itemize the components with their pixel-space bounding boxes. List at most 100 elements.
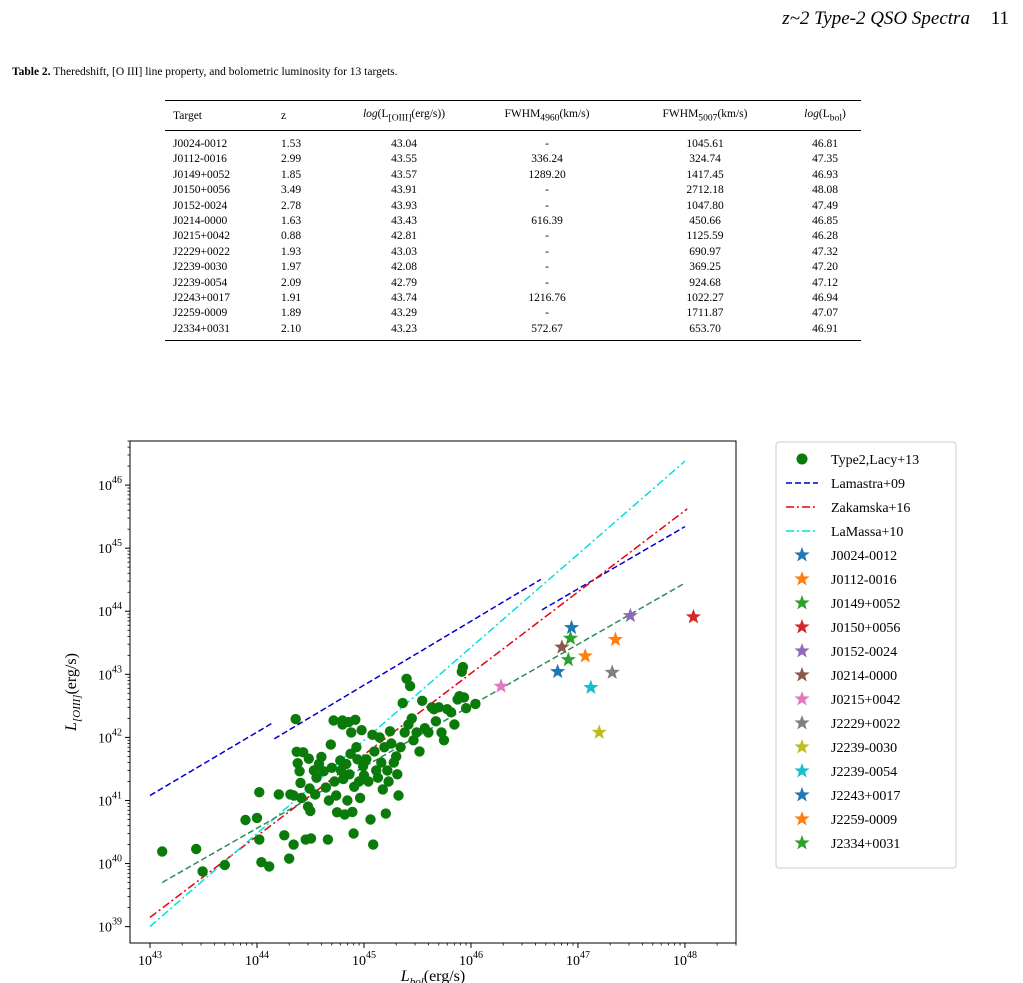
col-loiii: log(L[OIII](erg/s)): [362, 108, 446, 124]
type2-point: [393, 790, 404, 801]
table-row: J2239-0030 1.97 42.08 - 369.25 47.20: [165, 259, 861, 274]
type2-point: [351, 742, 362, 753]
y-tick-label: 1045: [98, 538, 122, 557]
legend-label: J2229+0022: [831, 717, 900, 732]
cell-loiii: 43.03: [391, 245, 417, 258]
cell-loiii: 43.23: [391, 322, 417, 335]
target-star: [607, 631, 624, 647]
type2-point: [284, 853, 295, 864]
type2-point: [460, 703, 472, 714]
type2-point: [340, 758, 352, 770]
legend: Type2,Lacy+13 Lamastra+09 Zakamska+16 LaMas…: [775, 441, 957, 869]
table-caption-text: Theredshift, [O III] line property, and …: [50, 66, 398, 78]
type2-point: [296, 792, 307, 804]
type2-point: [240, 814, 251, 826]
cell-fwhm5007: 1047.80: [686, 199, 724, 212]
cell-lbol: 47.07: [812, 307, 838, 320]
type2-point: [191, 843, 202, 855]
target-star: [493, 678, 509, 693]
cell-z: 1.53: [281, 137, 302, 150]
legend-label: J2239-0054: [831, 765, 897, 780]
target-star: [554, 639, 570, 654]
cell-fwhm4960: 1289.20: [528, 168, 566, 181]
type2-points: [157, 661, 481, 877]
type2-point: [323, 795, 335, 806]
type2-point: [311, 772, 322, 783]
type2-point: [438, 735, 450, 746]
cell-z: 1.91: [281, 291, 302, 304]
type2-point: [288, 790, 299, 801]
cell-lbol: 46.28: [812, 230, 838, 243]
cell-target: J2239-0054: [173, 276, 228, 289]
cell-lbol: 46.94: [812, 291, 838, 304]
type2-point: [342, 795, 353, 806]
type2-point: [264, 861, 275, 872]
legend-marker: [794, 643, 810, 658]
y-tick-label: 1041: [98, 791, 122, 810]
cell-lbol: 46.85: [812, 214, 838, 227]
type2-point: [372, 772, 384, 783]
cell-target: J2334+0031: [173, 322, 230, 335]
type2-point: [294, 766, 305, 777]
cell-target: J0150+0056: [173, 184, 230, 197]
cell-fwhm4960: -: [545, 230, 549, 243]
running-title: z~2 Type-2 QSO Spectra: [782, 8, 970, 29]
target-star: [583, 679, 599, 695]
type2-point: [279, 830, 290, 841]
legend-label: J0152-0024: [831, 645, 897, 660]
target-star: [685, 608, 702, 624]
y-tick-label: 1043: [98, 664, 122, 683]
col-fwhm5007: FWHM5007(km/s): [662, 108, 748, 124]
col-z: z: [281, 109, 287, 122]
cell-z: 1.93: [281, 245, 302, 258]
legend-box: [775, 441, 957, 869]
type2-point: [251, 812, 263, 824]
cell-target: J0024-0012: [173, 137, 228, 150]
cell-z: 0.88: [281, 230, 302, 243]
type2-point: [354, 792, 366, 804]
cell-lbol: 47.12: [812, 276, 838, 289]
table-row: J0215+0042 0.88 42.81 - 1125.59 46.28: [165, 229, 861, 244]
legend-marker: [794, 763, 810, 778]
type2-point: [392, 769, 403, 780]
cell-fwhm5007: 324.74: [689, 153, 721, 166]
y-tick-label: 1044: [98, 601, 122, 620]
cell-fwhm4960: -: [545, 184, 549, 197]
type2-point: [457, 661, 469, 673]
cell-lbol: 47.32: [812, 245, 838, 258]
target-star: [577, 648, 593, 663]
type2-point: [417, 695, 428, 706]
target-star: [604, 664, 620, 679]
cell-loiii: 43.91: [391, 184, 417, 197]
type2-point: [348, 828, 359, 839]
cell-loiii: 43.93: [391, 199, 417, 212]
cell-z: 2.09: [281, 276, 302, 289]
table-row: J0152-0024 2.78 43.93 - 1047.80 47.49: [165, 198, 861, 213]
legend-label: J0149+0052: [831, 597, 900, 612]
cell-fwhm4960: 616.39: [531, 214, 563, 227]
type2-point: [368, 839, 379, 850]
type2-point: [344, 769, 355, 780]
target-stars: [493, 607, 702, 739]
col-fwhm4960: FWHM4960(km/s): [504, 108, 590, 124]
legend-marker: [794, 691, 810, 706]
cell-fwhm4960: 572.67: [531, 322, 563, 335]
cell-target: J0215+0042: [173, 230, 230, 243]
cell-loiii: 43.04: [391, 137, 417, 150]
y-tick-label: 1040: [98, 854, 122, 873]
cell-loiii: 42.08: [391, 261, 417, 274]
type2-point: [433, 702, 444, 713]
x-tick-label: 1048: [673, 950, 697, 969]
cell-fwhm4960: -: [545, 245, 549, 258]
table-row: J0214-0000 1.63 43.43 616.39 450.66 46.85: [165, 213, 861, 228]
legend-marker: [796, 453, 808, 465]
type2-point: [295, 777, 306, 789]
table-header-row: Target z log(L[OIII](erg/s)) FWHM4960(km…: [165, 100, 861, 131]
type2-point: [458, 692, 470, 703]
legend-marker: [794, 715, 810, 730]
target-star: [622, 607, 638, 623]
type2-point: [157, 846, 168, 857]
relation-line: [149, 460, 686, 928]
relation-line: [149, 722, 273, 797]
cell-loiii: 43.57: [391, 168, 417, 181]
